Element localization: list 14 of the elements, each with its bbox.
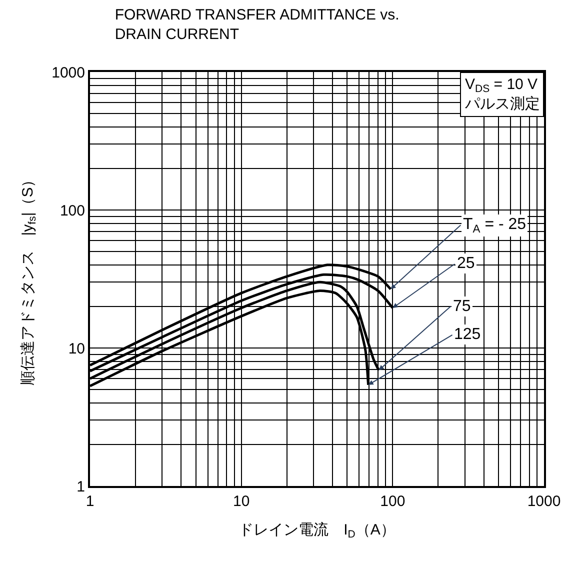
x-tick-label: 100 bbox=[380, 493, 406, 510]
text: 25 bbox=[457, 255, 475, 272]
y-tick-label: 100 bbox=[60, 202, 85, 220]
y-tick-label: 1 bbox=[76, 478, 85, 496]
x-axis-title: ドレイン電流 I$_{D}$（A） bbox=[238, 522, 396, 541]
y-tick-label: 1000 bbox=[52, 64, 85, 82]
annotation: V$_{DS}$ = 10 V パルス測定 bbox=[464, 76, 540, 112]
y-tick-label: 10 bbox=[68, 340, 85, 358]
text: 125 bbox=[454, 326, 481, 343]
chart-title: FORWARD TRANSFER ADMITTANCE vs. DRAIN CURRENT bbox=[114, 6, 400, 44]
text: T$_{A}$ = - 25 bbox=[463, 216, 526, 236]
text: 75 bbox=[453, 298, 471, 315]
x-tick-label: 1000 bbox=[527, 493, 561, 510]
x-tick-label: 10 bbox=[232, 493, 250, 510]
